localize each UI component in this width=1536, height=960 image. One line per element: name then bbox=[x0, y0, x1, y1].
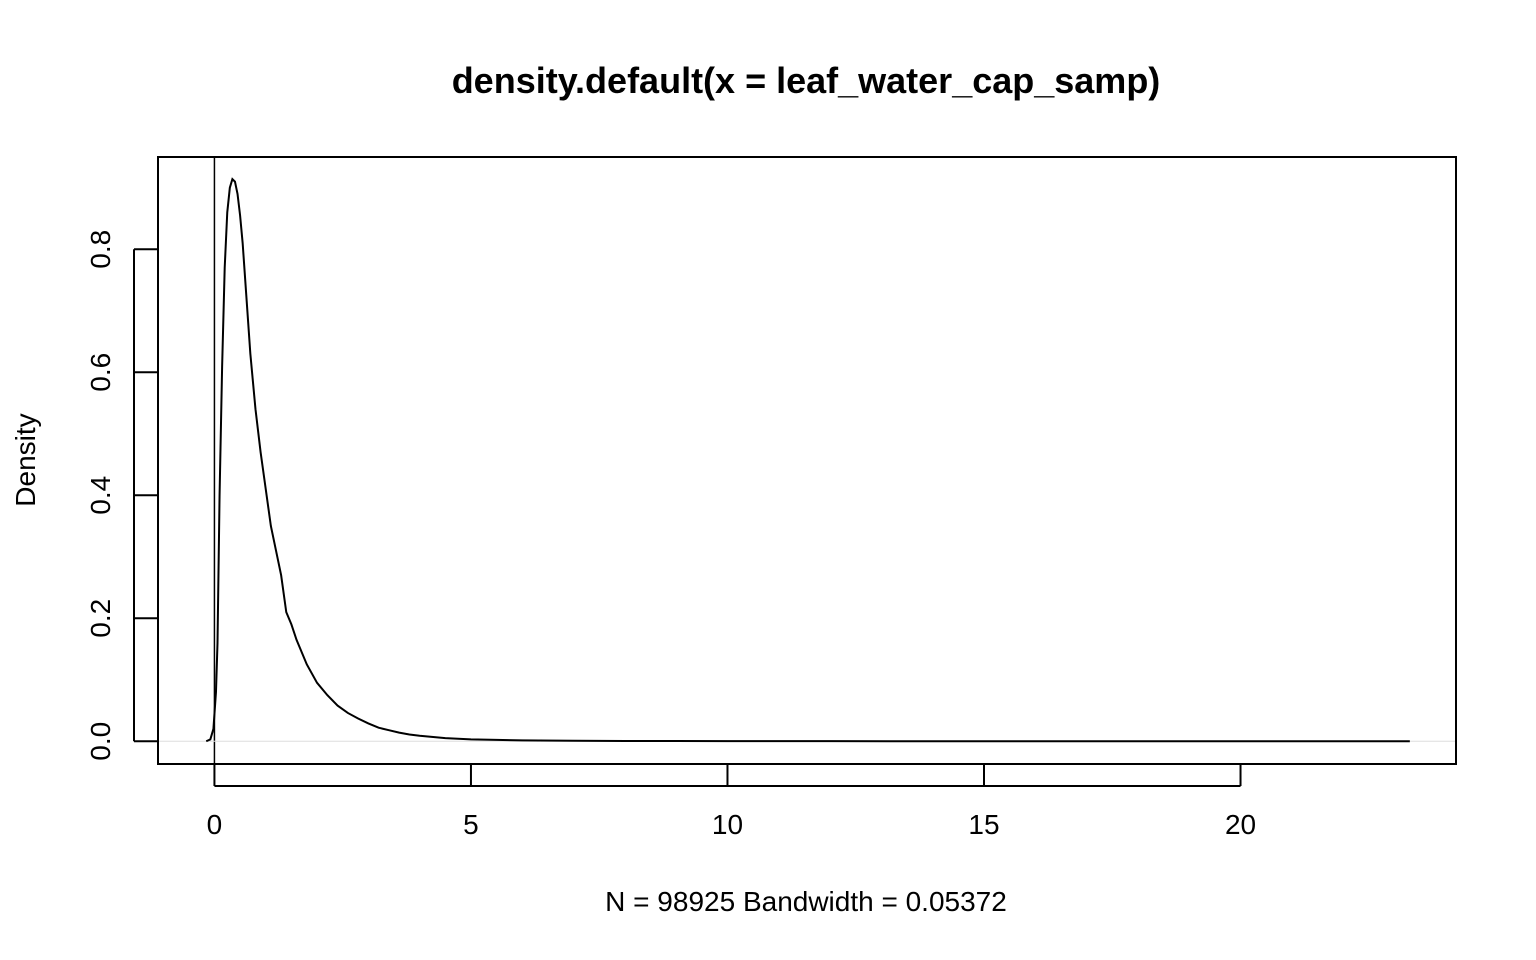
x-tick-label: 20 bbox=[1225, 809, 1256, 840]
x-tick-label: 5 bbox=[463, 809, 479, 840]
y-tick-label: 0.4 bbox=[85, 476, 116, 515]
y-tick-label: 0.0 bbox=[85, 722, 116, 761]
y-tick-label: 0.2 bbox=[85, 599, 116, 638]
chart-title: density.default(x = leaf_water_cap_samp) bbox=[452, 60, 1161, 101]
x-axis-label: N = 98925 Bandwidth = 0.05372 bbox=[605, 886, 1007, 917]
y-axis-label: Density bbox=[10, 413, 41, 506]
reference-lines bbox=[158, 157, 1456, 764]
x-axis: 0 5 10 15 20 bbox=[207, 764, 1256, 840]
x-tick-label: 0 bbox=[207, 809, 223, 840]
x-tick-label: 10 bbox=[712, 809, 743, 840]
density-curve bbox=[205, 177, 1410, 743]
plot-frame bbox=[157, 156, 1457, 765]
x-tick-label: 15 bbox=[968, 809, 999, 840]
y-tick-label: 0.6 bbox=[85, 353, 116, 392]
y-axis: 0.0 0.2 0.4 0.6 0.8 bbox=[85, 230, 157, 761]
y-tick-label: 0.8 bbox=[85, 230, 116, 269]
